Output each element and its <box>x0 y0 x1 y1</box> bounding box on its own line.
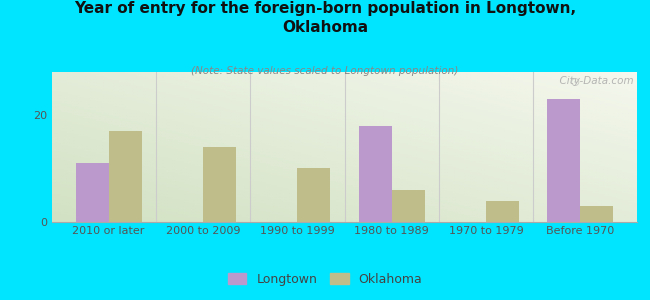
Bar <box>203 147 236 222</box>
Text: City-Data.com: City-Data.com <box>553 76 634 86</box>
Bar <box>75 163 109 222</box>
Bar <box>580 206 614 222</box>
Text: Year of entry for the foreign-born population in Longtown,
Oklahoma: Year of entry for the foreign-born popul… <box>74 2 576 35</box>
Bar <box>547 99 580 222</box>
Bar <box>359 126 392 222</box>
Bar <box>109 131 142 222</box>
Text: (Note: State values scaled to Longtown population): (Note: State values scaled to Longtown p… <box>191 66 459 76</box>
Bar <box>392 190 424 222</box>
Legend: Longtown, Oklahoma: Longtown, Oklahoma <box>223 268 427 291</box>
Bar <box>297 168 330 222</box>
Text: ⊙: ⊙ <box>569 76 580 89</box>
Bar <box>486 201 519 222</box>
